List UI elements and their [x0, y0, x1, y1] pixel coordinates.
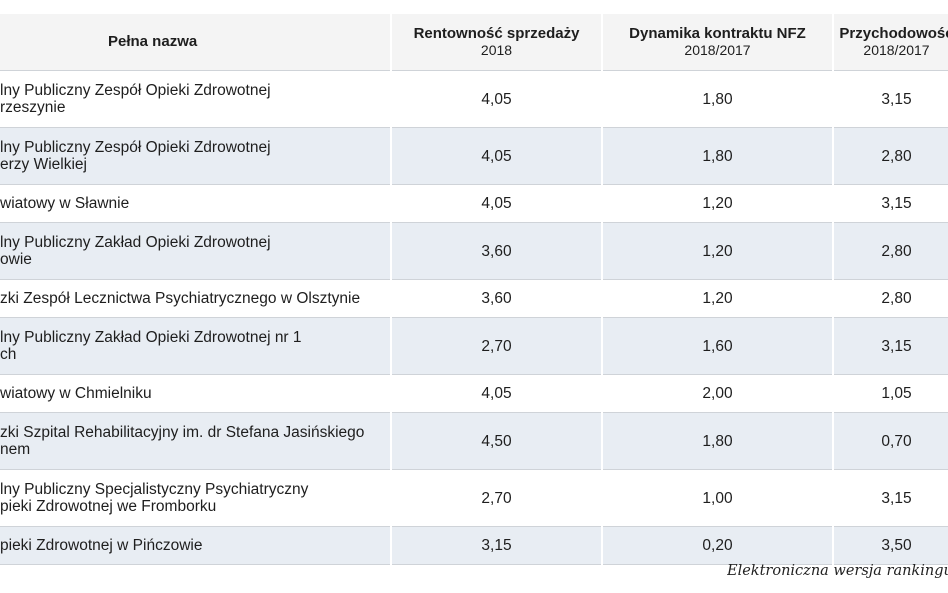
table-row: wiatowy w Sławnie 4,05 1,20 3,15: [0, 184, 948, 223]
header-dynamika-label: Dynamika kontraktu NFZ: [629, 25, 806, 42]
name-line: lny Publiczny Zakład Opieki Zdrowotnej n…: [0, 329, 302, 346]
cell-przychodowosc: 2,80: [833, 222, 948, 280]
name-line: wiatowy w Chmielniku: [0, 385, 152, 402]
ranking-table-container: Pełna nazwa Rentowność sprzedaży 2018 Dy…: [0, 14, 948, 565]
footer-note: Elektroniczna wersja rankingu: [727, 563, 948, 579]
header-full-name-label: Pełna nazwa: [108, 33, 198, 50]
name-line: zki Szpital Rehabilitacyjny im. dr Stefa…: [0, 424, 365, 441]
cell-dynamika: 1,80: [602, 70, 834, 128]
table-row: lny Publiczny Specjalistyczny Psychiatry…: [0, 469, 948, 527]
cell-przychodowosc: 2,80: [833, 279, 948, 318]
header-full-name: Pełna nazwa: [0, 14, 392, 71]
cell-dynamika: 1,20: [602, 279, 834, 318]
cell-dynamika: 1,80: [602, 127, 834, 185]
table-row: lny Publiczny Zespół Opieki Zdrowotnej er…: [0, 127, 948, 185]
cell-dynamika: 0,20: [602, 526, 834, 565]
cell-rentownosc: 4,50: [391, 412, 603, 470]
header-przychodowosc-years: 2018/2017: [863, 42, 930, 58]
cell-rentownosc: 2,70: [391, 469, 603, 527]
table-row: zki Szpital Rehabilitacyjny im. dr Stefa…: [0, 412, 948, 470]
cell-full-name: wiatowy w Sławnie: [0, 184, 392, 223]
cell-rentownosc: 4,05: [391, 127, 603, 185]
name-line: lny Publiczny Zespół Opieki Zdrowotnej: [0, 82, 271, 99]
name-line: pieki Zdrowotnej we Fromborku: [0, 498, 217, 515]
cell-full-name: zki Zespół Lecznictwa Psychiatrycznego w…: [0, 279, 392, 318]
cell-dynamika: 1,00: [602, 469, 834, 527]
table-row: lny Publiczny Zespół Opieki Zdrowotnej rz…: [0, 70, 948, 128]
cell-przychodowosc: 2,80: [833, 127, 948, 185]
ranking-table: Pełna nazwa Rentowność sprzedaży 2018 Dy…: [0, 14, 948, 565]
name-line: lny Publiczny Specjalistyczny Psychiatry…: [0, 481, 309, 498]
cell-przychodowosc: 3,15: [833, 317, 948, 375]
header-dynamika: Dynamika kontraktu NFZ 2018/2017: [602, 14, 834, 71]
cell-dynamika: 1,80: [602, 412, 834, 470]
cell-rentownosc: 3,15: [391, 526, 603, 565]
table-row: lny Publiczny Zakład Opieki Zdrowotnej n…: [0, 317, 948, 375]
cell-przychodowosc: 3,15: [833, 70, 948, 128]
cell-rentownosc: 3,60: [391, 279, 603, 318]
table-row: wiatowy w Chmielniku 4,05 2,00 1,05: [0, 374, 948, 413]
header-przychodowosc-label: Przychodowość: [839, 25, 948, 42]
cell-przychodowosc: 3,15: [833, 184, 948, 223]
cell-dynamika: 1,20: [602, 184, 834, 223]
name-line: zki Zespół Lecznictwa Psychiatrycznego w…: [0, 290, 361, 307]
name-line: ch: [0, 346, 17, 363]
cell-full-name: lny Publiczny Zespół Opieki Zdrowotnej er…: [0, 127, 392, 185]
cell-full-name: zki Szpital Rehabilitacyjny im. dr Stefa…: [0, 412, 392, 470]
cell-przychodowosc: 3,15: [833, 469, 948, 527]
table-header: Pełna nazwa Rentowność sprzedaży 2018 Dy…: [0, 14, 948, 71]
table-row: zki Zespół Lecznictwa Psychiatrycznego w…: [0, 279, 948, 318]
cell-full-name: lny Publiczny Specjalistyczny Psychiatry…: [0, 469, 392, 527]
header-rentownosc-label: Rentowność sprzedaży: [413, 25, 580, 42]
cell-full-name: pieki Zdrowotnej w Pińczowie: [0, 526, 392, 565]
cell-rentownosc: 4,05: [391, 374, 603, 413]
name-line: rzeszynie: [0, 99, 66, 116]
cell-przychodowosc: 1,05: [833, 374, 948, 413]
header-przychodowosc: Przychodowość 2018/2017: [833, 14, 948, 71]
name-line: nem: [0, 441, 31, 458]
name-line: pieki Zdrowotnej w Pińczowie: [0, 537, 203, 554]
cell-dynamika: 1,20: [602, 222, 834, 280]
name-line: erzy Wielkiej: [0, 156, 87, 173]
cell-przychodowosc: 3,50: [833, 526, 948, 565]
header-rentownosc: Rentowność sprzedaży 2018: [391, 14, 603, 71]
table-row: pieki Zdrowotnej w Pińczowie 3,15 0,20 3…: [0, 526, 948, 565]
name-line: owie: [0, 251, 32, 268]
header-dynamika-years: 2018/2017: [684, 42, 751, 58]
cell-dynamika: 1,60: [602, 317, 834, 375]
cell-dynamika: 2,00: [602, 374, 834, 413]
table-body: lny Publiczny Zespół Opieki Zdrowotnej rz…: [0, 70, 948, 565]
cell-rentownosc: 2,70: [391, 317, 603, 375]
footer-text: Elektroniczna wersja rankingu: [727, 563, 948, 579]
cell-przychodowosc: 0,70: [833, 412, 948, 470]
name-line: wiatowy w Sławnie: [0, 195, 130, 212]
cell-full-name: lny Publiczny Zespół Opieki Zdrowotnej rz…: [0, 70, 392, 128]
cell-rentownosc: 4,05: [391, 184, 603, 223]
cell-full-name: lny Publiczny Zakład Opieki Zdrowotnej n…: [0, 317, 392, 375]
header-rentownosc-year: 2018: [480, 42, 513, 58]
cell-rentownosc: 3,60: [391, 222, 603, 280]
name-line: lny Publiczny Zakład Opieki Zdrowotnej: [0, 234, 271, 251]
name-line: lny Publiczny Zespół Opieki Zdrowotnej: [0, 139, 271, 156]
header-row: Pełna nazwa Rentowność sprzedaży 2018 Dy…: [0, 14, 948, 71]
cell-full-name: lny Publiczny Zakład Opieki Zdrowotnej ow…: [0, 222, 392, 280]
cell-rentownosc: 4,05: [391, 70, 603, 128]
cell-full-name: wiatowy w Chmielniku: [0, 374, 392, 413]
table-row: lny Publiczny Zakład Opieki Zdrowotnej ow…: [0, 222, 948, 280]
